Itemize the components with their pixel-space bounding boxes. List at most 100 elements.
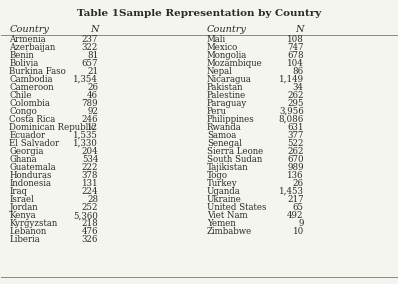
Text: Indonesia: Indonesia [9,179,51,188]
Text: 131: 131 [82,179,98,188]
Text: 246: 246 [82,115,98,124]
Text: 81: 81 [87,51,98,60]
Text: 670: 670 [287,155,304,164]
Text: Congo: Congo [9,107,37,116]
Text: Cambodia: Cambodia [9,75,53,84]
Text: Kyrgyzstan: Kyrgyzstan [9,219,58,228]
Text: 1,149: 1,149 [279,75,304,84]
Text: Yemen: Yemen [207,219,236,228]
Text: 21: 21 [87,67,98,76]
Text: N: N [90,25,98,34]
Text: Chile: Chile [9,91,32,100]
Text: Dominican Republic: Dominican Republic [9,123,96,132]
Text: Zimbabwe: Zimbabwe [207,227,252,236]
Text: 8,086: 8,086 [279,115,304,124]
Text: El Salvador: El Salvador [9,139,59,148]
Text: Kenya: Kenya [9,211,36,220]
Text: 104: 104 [287,59,304,68]
Text: 1,453: 1,453 [279,187,304,196]
Text: 262: 262 [287,147,304,156]
Text: Burkina Faso: Burkina Faso [9,67,66,76]
Text: Ukraine: Ukraine [207,195,242,204]
Text: 86: 86 [293,67,304,76]
Text: 10: 10 [293,227,304,236]
Text: 789: 789 [82,99,98,108]
Text: Ghana: Ghana [9,155,37,164]
Text: 262: 262 [287,91,304,100]
Text: 747: 747 [287,43,304,52]
Text: 136: 136 [287,171,304,180]
Text: Paraguay: Paraguay [207,99,247,108]
Text: 377: 377 [287,131,304,140]
Text: 678: 678 [287,51,304,60]
Text: 522: 522 [287,139,304,148]
Text: South Sudan: South Sudan [207,155,262,164]
Text: Samoa: Samoa [207,131,236,140]
Text: Uganda: Uganda [207,187,241,196]
Text: Mongolia: Mongolia [207,51,247,60]
Text: Armenia: Armenia [9,35,46,44]
Text: 1,354: 1,354 [73,75,98,84]
Text: Azerbaijan: Azerbaijan [9,43,56,52]
Text: 218: 218 [82,219,98,228]
Text: 252: 252 [82,203,98,212]
Text: 378: 378 [82,171,98,180]
Text: Mali: Mali [207,35,226,44]
Text: 217: 217 [287,195,304,204]
Text: Lebanon: Lebanon [9,227,47,236]
Text: 631: 631 [287,123,304,132]
Text: Jordan: Jordan [9,203,38,212]
Text: 28: 28 [87,195,98,204]
Text: 492: 492 [287,211,304,220]
Text: Iraq: Iraq [9,187,27,196]
Text: 657: 657 [82,59,98,68]
Text: 224: 224 [82,187,98,196]
Text: Philippines: Philippines [207,115,255,124]
Text: 204: 204 [82,147,98,156]
Text: Benin: Benin [9,51,34,60]
Text: 26: 26 [87,83,98,92]
Text: Mexico: Mexico [207,43,238,52]
Text: Table 1Sample Representation by Country: Table 1Sample Representation by Country [77,9,321,18]
Text: Mozambique: Mozambique [207,59,263,68]
Text: United States: United States [207,203,266,212]
Text: 65: 65 [293,203,304,212]
Text: Pakistan: Pakistan [207,83,244,92]
Text: 534: 534 [82,155,98,164]
Text: 5,360: 5,360 [73,211,98,220]
Text: 34: 34 [293,83,304,92]
Text: 12: 12 [87,123,98,132]
Text: Guatemala: Guatemala [9,163,56,172]
Text: 92: 92 [87,107,98,116]
Text: 295: 295 [287,99,304,108]
Text: Turkey: Turkey [207,179,238,188]
Text: Country: Country [9,25,49,34]
Text: 1,535: 1,535 [73,131,98,140]
Text: 476: 476 [82,227,98,236]
Text: 108: 108 [287,35,304,44]
Text: Israel: Israel [9,195,34,204]
Text: Togo: Togo [207,171,228,180]
Text: Cameroon: Cameroon [9,83,54,92]
Text: Honduras: Honduras [9,171,52,180]
Text: Tajikistan: Tajikistan [207,163,248,172]
Text: Palestine: Palestine [207,91,246,100]
Text: 237: 237 [82,35,98,44]
Text: Costa Rica: Costa Rica [9,115,56,124]
Text: Nicaragua: Nicaragua [207,75,252,84]
Text: Bolivia: Bolivia [9,59,39,68]
Text: 3,956: 3,956 [279,107,304,116]
Text: 326: 326 [82,235,98,244]
Text: Liberia: Liberia [9,235,40,244]
Text: 989: 989 [287,163,304,172]
Text: Senegal: Senegal [207,139,242,148]
Text: Nepal: Nepal [207,67,233,76]
Text: 322: 322 [82,43,98,52]
Text: Viet Nam: Viet Nam [207,211,248,220]
Text: Peru: Peru [207,107,227,116]
Text: Country: Country [207,25,247,34]
Text: Rwanda: Rwanda [207,123,242,132]
Text: 26: 26 [293,179,304,188]
Text: 1,330: 1,330 [73,139,98,148]
Text: 9: 9 [298,219,304,228]
